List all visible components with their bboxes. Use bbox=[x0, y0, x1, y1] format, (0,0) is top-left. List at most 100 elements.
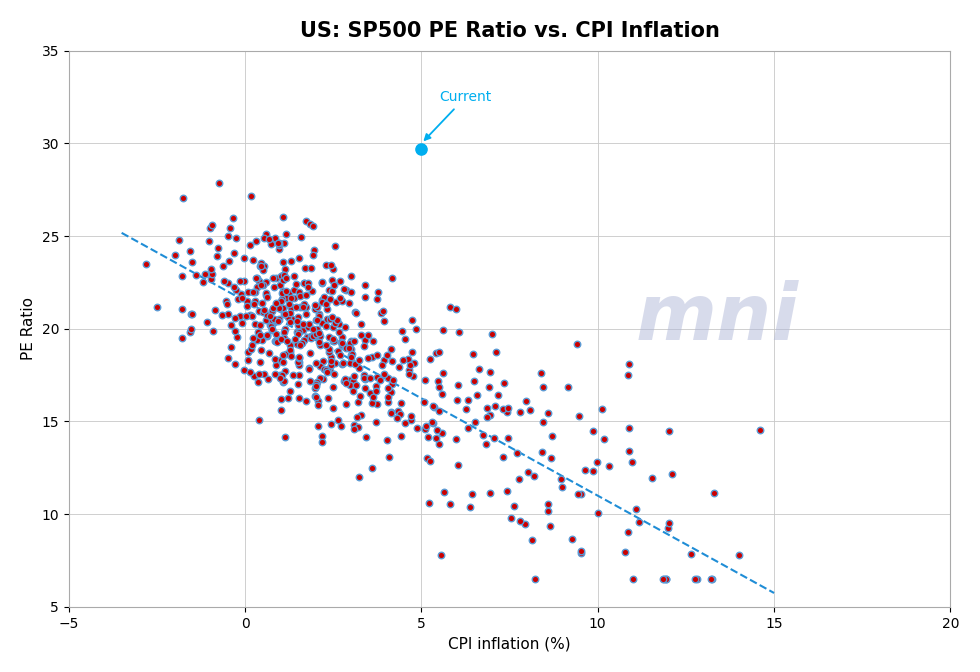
Point bbox=[486, 432, 502, 443]
Point bbox=[621, 359, 637, 370]
Point bbox=[392, 409, 408, 419]
Point bbox=[199, 317, 215, 328]
Point bbox=[245, 286, 261, 297]
Point bbox=[211, 178, 226, 189]
Point bbox=[499, 486, 514, 497]
Point bbox=[219, 296, 234, 306]
Point bbox=[621, 423, 637, 433]
Point bbox=[283, 302, 299, 313]
Point bbox=[268, 335, 283, 346]
Point bbox=[342, 358, 358, 368]
Point bbox=[323, 360, 339, 370]
Point bbox=[345, 385, 361, 396]
Point bbox=[322, 313, 338, 324]
Point bbox=[335, 358, 351, 368]
Point bbox=[482, 367, 498, 378]
Point bbox=[304, 333, 319, 343]
Point bbox=[292, 339, 308, 350]
Point bbox=[236, 276, 252, 286]
Point bbox=[255, 335, 270, 345]
Point bbox=[466, 349, 481, 360]
Point bbox=[357, 382, 372, 393]
Point bbox=[394, 326, 410, 337]
Point bbox=[383, 407, 399, 418]
Point bbox=[341, 343, 357, 353]
Point bbox=[183, 324, 199, 335]
Point bbox=[381, 452, 397, 462]
Point bbox=[263, 239, 278, 249]
Point bbox=[277, 308, 293, 319]
Point bbox=[430, 376, 446, 386]
Text: Current: Current bbox=[424, 91, 491, 140]
Point bbox=[269, 273, 284, 284]
Point bbox=[357, 280, 372, 291]
Point bbox=[753, 425, 768, 435]
Point bbox=[380, 392, 396, 403]
Point bbox=[276, 327, 292, 338]
Point bbox=[315, 437, 330, 448]
Point bbox=[326, 279, 342, 290]
Point bbox=[302, 218, 318, 229]
Point bbox=[286, 285, 302, 296]
Point bbox=[384, 378, 400, 389]
Point bbox=[175, 193, 191, 204]
Point bbox=[270, 243, 286, 254]
Point bbox=[251, 305, 267, 316]
Point bbox=[215, 309, 230, 320]
Point bbox=[203, 263, 219, 274]
Point bbox=[277, 286, 293, 297]
Point bbox=[275, 212, 291, 222]
Point bbox=[376, 316, 392, 327]
Point bbox=[489, 346, 505, 357]
Point bbox=[469, 389, 485, 400]
Point bbox=[253, 280, 269, 290]
Point bbox=[239, 301, 255, 312]
Point bbox=[329, 314, 345, 325]
Point bbox=[273, 304, 289, 314]
Point bbox=[370, 286, 386, 297]
Point bbox=[205, 325, 220, 336]
Point bbox=[272, 280, 288, 290]
Point bbox=[268, 354, 283, 365]
Point bbox=[308, 300, 323, 310]
Point bbox=[302, 347, 318, 358]
Point bbox=[426, 402, 442, 413]
Point bbox=[298, 301, 314, 312]
Point bbox=[277, 264, 293, 275]
Point bbox=[590, 456, 606, 467]
Point bbox=[325, 336, 341, 347]
Point bbox=[363, 373, 378, 384]
Point bbox=[543, 453, 559, 464]
Point bbox=[431, 439, 447, 450]
Point bbox=[273, 333, 289, 344]
Point bbox=[308, 379, 323, 390]
Point bbox=[350, 412, 366, 423]
Point bbox=[414, 144, 429, 155]
Point bbox=[244, 339, 260, 350]
Point bbox=[252, 329, 268, 340]
Point bbox=[282, 308, 298, 319]
Point bbox=[304, 285, 319, 296]
Point bbox=[291, 287, 307, 298]
Point bbox=[312, 372, 327, 383]
Point bbox=[449, 394, 465, 405]
Point bbox=[338, 343, 354, 353]
Point bbox=[487, 401, 503, 411]
Point bbox=[524, 534, 540, 545]
Point bbox=[234, 293, 250, 304]
Point bbox=[527, 574, 543, 585]
Point bbox=[220, 255, 236, 266]
Point bbox=[261, 374, 276, 384]
Point bbox=[301, 363, 317, 374]
Point bbox=[467, 417, 483, 427]
Point bbox=[239, 296, 255, 306]
Point bbox=[359, 431, 374, 442]
Point bbox=[222, 223, 238, 234]
Point bbox=[308, 380, 323, 391]
Point bbox=[428, 433, 444, 444]
Point bbox=[309, 301, 324, 312]
Point bbox=[357, 374, 372, 384]
Point bbox=[328, 296, 344, 307]
Point bbox=[305, 324, 320, 335]
Point bbox=[281, 386, 297, 396]
